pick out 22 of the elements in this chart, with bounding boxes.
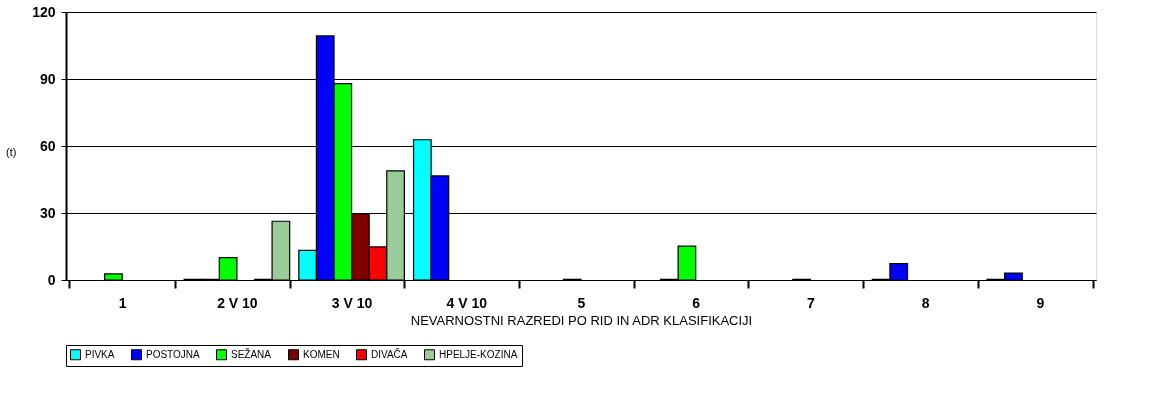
y-tick-label: 30 bbox=[39, 204, 56, 221]
y-tick-label: 60 bbox=[39, 137, 56, 154]
legend-label: DIVAČA bbox=[371, 347, 408, 360]
legend-label: KOMEN bbox=[303, 348, 340, 360]
y-tick-label: 120 bbox=[32, 3, 56, 20]
x-tick-label: 7 bbox=[807, 294, 815, 311]
legend-label: PIVKA bbox=[85, 348, 115, 360]
x-tick-label: 4 V 10 bbox=[446, 294, 488, 311]
y-tick-label: 0 bbox=[47, 271, 56, 288]
x-tick-label: 6 bbox=[692, 294, 701, 311]
x-tick-label: 5 bbox=[577, 294, 586, 311]
x-tick-label: 9 bbox=[1036, 294, 1045, 311]
legend-label: SEŽANA bbox=[231, 347, 272, 360]
y-axis-title: (t) bbox=[6, 145, 17, 158]
x-tick-label: 3 V 10 bbox=[331, 294, 373, 311]
x-tick-label: 1 bbox=[118, 294, 127, 311]
x-tick-label: 2 V 10 bbox=[217, 294, 258, 311]
y-tick-label: 90 bbox=[39, 70, 56, 87]
x-axis-title: NEVARNOSTNI RAZREDI PO RID IN ADR KLASIFIKACIJI bbox=[410, 312, 753, 328]
x-tick-label: 8 bbox=[921, 294, 930, 311]
legend-label: POSTOJNA bbox=[146, 348, 201, 360]
legend-label: HPELJE-KOZINA bbox=[439, 348, 518, 360]
